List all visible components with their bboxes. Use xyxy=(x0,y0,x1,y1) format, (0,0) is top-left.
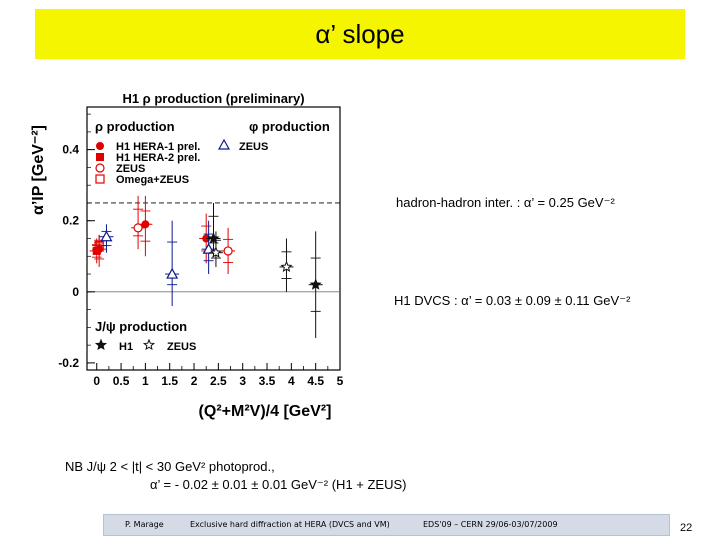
hadron-annotation: hadron-hadron inter. : α’ = 0.25 GeV⁻² xyxy=(396,195,615,210)
data-point xyxy=(133,223,143,233)
data-point xyxy=(166,267,179,279)
data-point xyxy=(223,246,233,256)
data-point xyxy=(280,260,293,273)
x-tick-label: 3 xyxy=(239,374,246,388)
nb-line-1: NB J/ψ 2 < |t| < 30 GeV² photoprod., xyxy=(65,459,275,474)
data-point xyxy=(207,232,220,244)
x-tick-label: 1 xyxy=(142,374,149,388)
x-tick-label: 4.5 xyxy=(307,374,324,388)
legend-phi-zeus: ZEUS xyxy=(239,141,268,153)
x-tick-label: 2.5 xyxy=(210,374,227,388)
data-point xyxy=(95,174,105,184)
y-tick-label: -0.2 xyxy=(58,356,79,370)
legend-h1-hera1: H1 HERA-1 prel. xyxy=(116,141,200,153)
x-tick-label: 1.5 xyxy=(161,374,178,388)
legend-zeus: ZEUS xyxy=(116,163,145,175)
legend-rho-header: ρ production xyxy=(95,119,175,134)
title-banner: α’ slope xyxy=(35,9,685,59)
x-tick-label: 3.5 xyxy=(259,374,276,388)
data-point xyxy=(142,338,156,351)
nb-line-2: α’ = - 0.02 ± 0.01 ± 0.01 GeV⁻² (H1 + ZE… xyxy=(150,477,407,492)
data-point xyxy=(309,278,322,290)
data-point xyxy=(94,338,108,351)
legend-omega-zeus: Omega+ZEUS xyxy=(116,174,189,186)
data-point xyxy=(96,153,104,161)
footer-talk: Exclusive hard diffraction at HERA (DVCS… xyxy=(190,520,390,529)
page-number: 22 xyxy=(680,522,693,534)
legend-jpsi-zeus: ZEUS xyxy=(167,341,196,353)
x-tick-label: 4 xyxy=(288,374,295,388)
x-axis-label: (Q²+M²V)/4 [GeV²] xyxy=(199,403,332,420)
y-tick-label: 0 xyxy=(72,285,79,299)
footer-author: P. Marage xyxy=(125,520,164,529)
data-point xyxy=(95,163,105,173)
chart-title: H1 ρ production (preliminary) xyxy=(122,91,304,106)
x-tick-label: 5 xyxy=(337,374,344,388)
dvcs-annotation: H1 DVCS : α’ = 0.03 ± 0.09 ± 0.11 GeV⁻² xyxy=(394,293,631,308)
y-axis-label: α’IP [GeV⁻²] xyxy=(30,125,47,215)
legend-phi-header: φ production xyxy=(249,119,330,134)
y-tick-label: 0.4 xyxy=(62,143,79,157)
legend-jpsi-h1: H1 xyxy=(119,341,133,353)
x-tick-label: 0.5 xyxy=(113,374,130,388)
data-point xyxy=(209,246,222,258)
y-tick-label: 0.2 xyxy=(62,214,79,228)
footer-conference: EDS'09 – CERN 29/06-03/07/2009 xyxy=(423,520,558,529)
x-tick-label: 0 xyxy=(93,374,100,388)
data-point xyxy=(100,230,113,242)
legend-h1-hera2: H1 HERA-2 prel. xyxy=(116,152,200,164)
footer-strip xyxy=(103,514,670,536)
data-point xyxy=(217,138,231,150)
data-point xyxy=(96,142,104,150)
slide-title: α’ slope xyxy=(315,18,405,49)
legend-jpsi-header: J/ψ production xyxy=(95,319,187,334)
data-point xyxy=(141,220,150,229)
x-tick-label: 2 xyxy=(191,374,198,388)
